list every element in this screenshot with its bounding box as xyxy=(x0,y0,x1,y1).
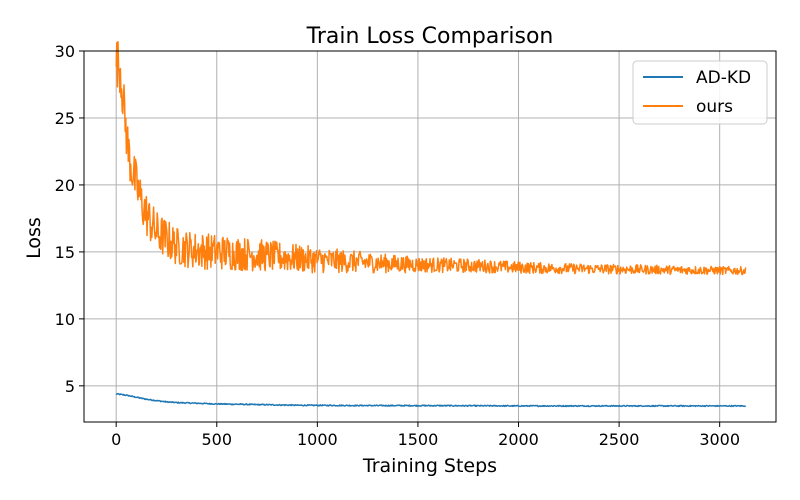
series-line-ours xyxy=(115,40,747,276)
x-tick-label: 1000 xyxy=(297,430,338,449)
y-tick-label: 25 xyxy=(55,109,75,128)
plot-frame xyxy=(83,50,777,423)
y-tick-label: 10 xyxy=(55,310,75,329)
y-tick-label: 5 xyxy=(65,377,75,396)
y-tick-label: 30 xyxy=(55,42,75,61)
grid-lines xyxy=(84,50,776,422)
x-tick-label: 500 xyxy=(201,430,232,449)
y-axis-title: Loss xyxy=(23,217,45,259)
legend-label-ours: ours xyxy=(696,97,733,117)
y-tick-label: 15 xyxy=(55,243,75,262)
legend-label-ad-kd: AD-KD xyxy=(696,68,751,88)
chart-title: Train Loss Comparison xyxy=(306,24,554,49)
series-line-ad-kd xyxy=(115,392,747,408)
x-tick-label: 2500 xyxy=(599,430,640,449)
x-tick-label: 0 xyxy=(111,430,121,449)
series-layer xyxy=(115,40,747,408)
axis-ticks: 0 500 1000 1500 2000 2500 3000 5 10 15 20 25 30 xyxy=(55,42,740,449)
legend: AD-KD ours xyxy=(632,60,768,125)
x-tick-label: 1500 xyxy=(398,430,439,449)
x-tick-label: 2000 xyxy=(498,430,539,449)
x-tick-label: 3000 xyxy=(699,430,740,449)
y-tick-label: 20 xyxy=(55,176,75,195)
x-axis-title: Training Steps xyxy=(362,455,497,477)
